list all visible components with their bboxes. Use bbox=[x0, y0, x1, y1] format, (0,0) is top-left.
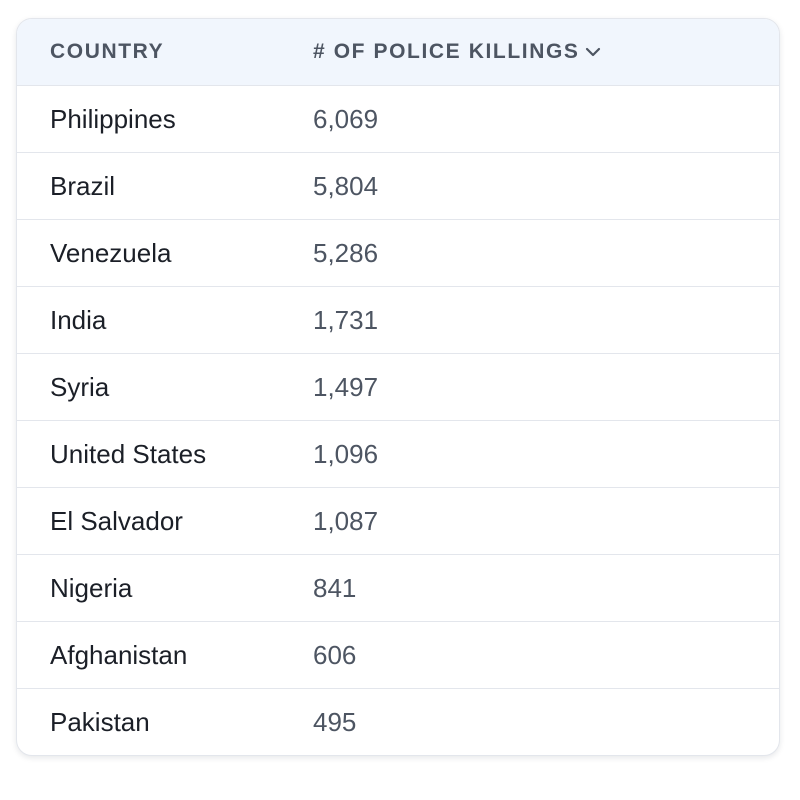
column-header-police-killings[interactable]: # OF POLICE KILLINGS bbox=[313, 40, 779, 64]
police-killings-cell: 495 bbox=[313, 706, 357, 737]
country-cell: Pakistan bbox=[50, 706, 150, 737]
police-killings-cell: 1,731 bbox=[313, 304, 379, 335]
country-cell: Venezuela bbox=[50, 237, 172, 268]
country-cell: Afghanistan bbox=[50, 639, 188, 670]
table-row: Syria 1,497 bbox=[17, 354, 779, 421]
data-table: COUNTRY # OF POLICE KILLINGS Philippines… bbox=[16, 18, 780, 756]
country-cell: Nigeria bbox=[50, 572, 133, 603]
country-cell: Brazil bbox=[50, 170, 116, 201]
police-killings-cell: 5,804 bbox=[313, 170, 379, 201]
table-row: India 1,731 bbox=[17, 287, 779, 354]
police-killings-cell: 1,096 bbox=[313, 438, 379, 469]
column-header-police-killings-label: # OF POLICE KILLINGS bbox=[313, 40, 580, 63]
country-cell: Philippines bbox=[50, 103, 176, 134]
police-killings-cell: 841 bbox=[313, 572, 357, 603]
table-row: Afghanistan 606 bbox=[17, 622, 779, 689]
table-row: United States 1,096 bbox=[17, 421, 779, 488]
police-killings-cell: 606 bbox=[313, 639, 357, 670]
police-killings-cell: 6,069 bbox=[313, 103, 379, 134]
table-row: Nigeria 841 bbox=[17, 555, 779, 622]
column-header-country[interactable]: COUNTRY bbox=[17, 40, 313, 64]
table-header-row: COUNTRY # OF POLICE KILLINGS bbox=[17, 19, 779, 86]
police-killings-cell: 5,286 bbox=[313, 237, 379, 268]
country-cell: El Salvador bbox=[50, 505, 183, 536]
chevron-down-icon bbox=[584, 43, 602, 61]
table-row: Philippines 6,069 bbox=[17, 86, 779, 153]
sort-button[interactable]: # OF POLICE KILLINGS bbox=[313, 40, 602, 64]
column-header-country-label: COUNTRY bbox=[50, 40, 165, 63]
police-killings-cell: 1,087 bbox=[313, 505, 379, 536]
police-killings-cell: 1,497 bbox=[313, 371, 379, 402]
country-cell: Syria bbox=[50, 371, 110, 402]
table-row: Venezuela 5,286 bbox=[17, 220, 779, 287]
table-row: Pakistan 495 bbox=[17, 689, 779, 755]
table-row: Brazil 5,804 bbox=[17, 153, 779, 220]
country-cell: United States bbox=[50, 438, 207, 469]
table-row: El Salvador 1,087 bbox=[17, 488, 779, 555]
country-cell: India bbox=[50, 304, 107, 335]
